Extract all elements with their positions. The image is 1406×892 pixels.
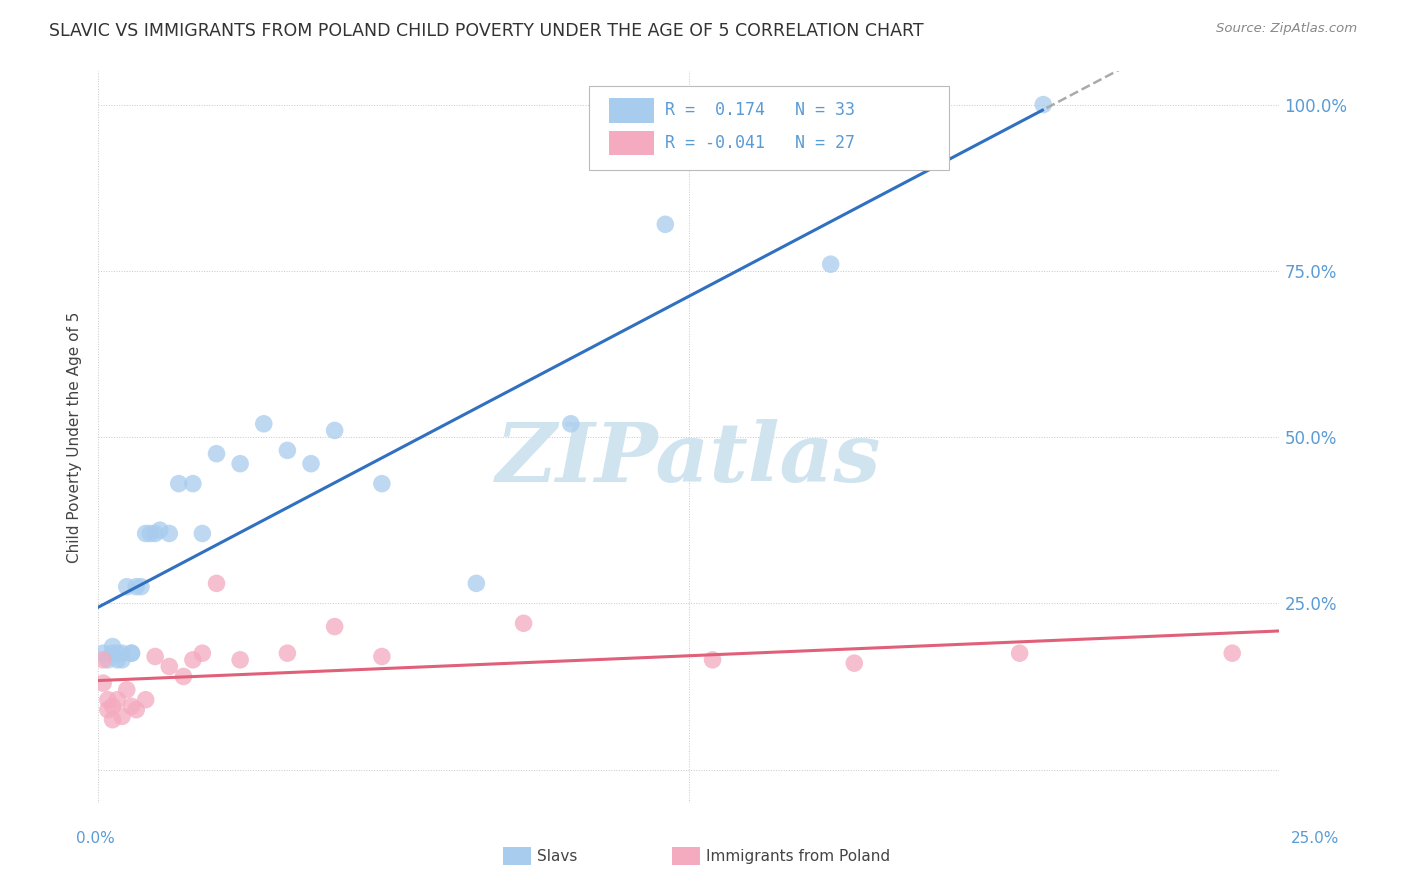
Point: [149, 523, 172, 537]
Point: [91, 676, 114, 690]
Point: [125, 703, 148, 717]
Point: [157, 659, 180, 673]
Point: [101, 699, 124, 714]
Point: [276, 646, 298, 660]
Text: Immigrants from Poland: Immigrants from Poland: [706, 849, 890, 863]
Point: [111, 653, 134, 667]
Point: [121, 699, 143, 714]
Point: [299, 457, 322, 471]
Point: [1032, 97, 1054, 112]
Point: [101, 713, 124, 727]
Point: [105, 692, 128, 706]
Point: [135, 526, 157, 541]
Point: [229, 653, 252, 667]
Point: [172, 669, 194, 683]
Point: [115, 580, 138, 594]
Point: [105, 653, 128, 667]
Point: [205, 576, 228, 591]
Point: [512, 616, 534, 631]
Text: SLAVIC VS IMMIGRANTS FROM POLAND CHILD POVERTY UNDER THE AGE OF 5 CORRELATION CH: SLAVIC VS IMMIGRANTS FROM POLAND CHILD P…: [49, 22, 924, 40]
Point: [253, 417, 276, 431]
Point: [465, 576, 488, 591]
Point: [323, 619, 346, 633]
Text: 0.0%: 0.0%: [76, 831, 115, 846]
Point: [654, 217, 676, 231]
Point: [181, 653, 204, 667]
Text: Source: ZipAtlas.com: Source: ZipAtlas.com: [1216, 22, 1357, 36]
Point: [157, 526, 180, 541]
Text: 25.0%: 25.0%: [1291, 831, 1339, 846]
Y-axis label: Child Poverty Under the Age of 5: Child Poverty Under the Age of 5: [67, 311, 83, 563]
Point: [121, 646, 143, 660]
Point: [191, 646, 214, 660]
Point: [139, 526, 162, 541]
Point: [702, 653, 724, 667]
Point: [97, 653, 120, 667]
Point: [101, 640, 124, 654]
FancyBboxPatch shape: [589, 86, 949, 170]
Point: [105, 646, 128, 660]
Point: [125, 580, 148, 594]
Point: [115, 682, 138, 697]
Point: [820, 257, 842, 271]
Point: [91, 653, 114, 667]
Point: [181, 476, 204, 491]
Point: [167, 476, 190, 491]
Point: [560, 417, 582, 431]
Point: [111, 709, 134, 723]
Point: [121, 646, 143, 660]
Point: [371, 476, 394, 491]
Text: R =  0.174   N = 33: R = 0.174 N = 33: [665, 101, 855, 120]
Text: R = -0.041   N = 27: R = -0.041 N = 27: [665, 134, 855, 152]
Point: [1008, 646, 1031, 660]
Point: [371, 649, 394, 664]
Point: [1220, 646, 1243, 660]
Point: [135, 692, 157, 706]
Point: [323, 424, 346, 438]
Point: [97, 692, 120, 706]
FancyBboxPatch shape: [609, 131, 654, 155]
Point: [205, 447, 228, 461]
Point: [111, 646, 134, 660]
Point: [91, 646, 114, 660]
Text: ZIPatlas: ZIPatlas: [496, 419, 882, 499]
Point: [97, 703, 120, 717]
Point: [229, 457, 252, 471]
Point: [101, 646, 124, 660]
Point: [143, 649, 166, 664]
Point: [191, 526, 214, 541]
Point: [844, 656, 866, 670]
Point: [143, 526, 166, 541]
Text: Slavs: Slavs: [537, 849, 578, 863]
Point: [276, 443, 298, 458]
FancyBboxPatch shape: [609, 98, 654, 122]
Point: [129, 580, 152, 594]
